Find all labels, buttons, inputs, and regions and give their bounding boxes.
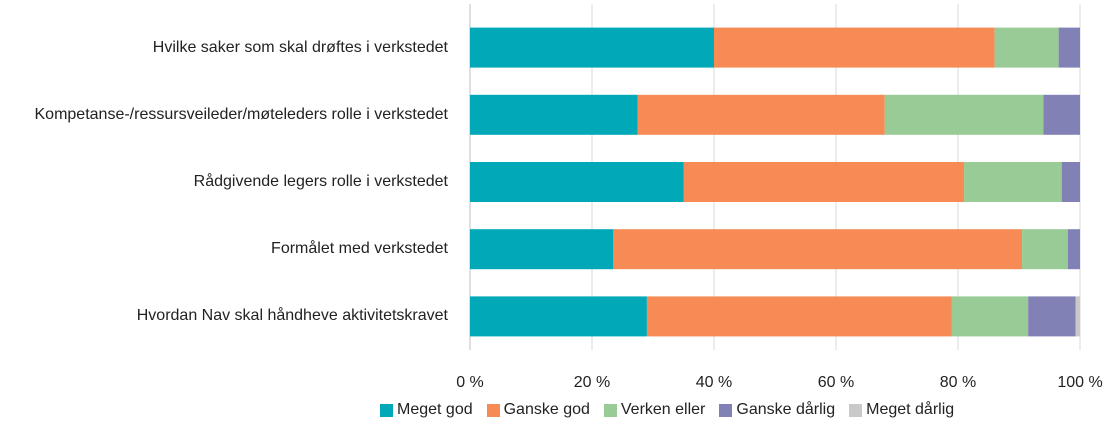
legend-swatch	[380, 403, 393, 417]
bar-segment	[470, 296, 647, 337]
legend-item: Verken eller	[603, 401, 706, 419]
x-tick-label: 80 %	[940, 374, 976, 391]
legend-label: Meget dårlig	[866, 401, 955, 418]
bar-segment	[470, 27, 714, 68]
y-tick-label: Hvilke saker som skal drøftes i verksted…	[152, 38, 448, 56]
legend-item: Meget god	[380, 401, 473, 419]
bar-segment	[637, 94, 885, 135]
legend-label: Ganske god	[503, 401, 590, 418]
bar-segment	[613, 229, 1023, 270]
bar-segment	[470, 94, 638, 135]
bar-segment	[994, 27, 1059, 68]
legend-label: Meget god	[397, 401, 473, 418]
bar-segment	[1067, 229, 1080, 270]
bar-segment	[714, 27, 995, 68]
legend-swatch	[719, 403, 733, 417]
y-tick-label: Kompetanse-/ressursveileder/møteleders r…	[34, 105, 449, 123]
legend-label: Ganske dårlig	[736, 401, 836, 418]
bar-segment	[470, 229, 614, 270]
legend-item: Meget dårlig	[849, 401, 954, 419]
legend-label: Verken eller	[620, 401, 706, 418]
legend: Meget god Ganske god Verken eller Ganske då…	[380, 401, 954, 419]
legend-swatch	[486, 403, 500, 417]
bar-segment	[646, 296, 952, 337]
bar-segment	[1022, 229, 1068, 270]
bar-segment	[470, 162, 684, 202]
legend-swatch	[849, 403, 863, 417]
y-tick-label: Rådgivende legers rolle i verkstedet	[193, 173, 448, 190]
y-tick-label: Hvordan Nav skal håndheve aktivitetskrav…	[136, 307, 448, 325]
legend-item: Ganske dårlig	[719, 401, 835, 419]
bar-segment	[1061, 162, 1080, 202]
x-tick-label: 40 %	[696, 374, 732, 391]
bar-segment	[683, 162, 965, 202]
x-tick-label: 0 %	[456, 374, 484, 391]
bar-segment	[884, 94, 1044, 135]
x-tick-label: 100 %	[1057, 374, 1102, 391]
x-tick-label: 60 %	[818, 374, 854, 391]
y-tick-label: Formålet med verkstedet	[271, 240, 448, 258]
bar-segment	[1028, 296, 1076, 337]
bar-segment	[1075, 296, 1080, 337]
x-tick-label: 20 %	[574, 374, 610, 391]
legend-swatch	[603, 403, 617, 417]
bar-segment	[1058, 27, 1080, 68]
legend-item: Ganske god	[486, 401, 590, 419]
bar-segment	[964, 162, 1062, 202]
bar-segment	[1043, 94, 1080, 135]
bar-segment	[951, 296, 1029, 337]
